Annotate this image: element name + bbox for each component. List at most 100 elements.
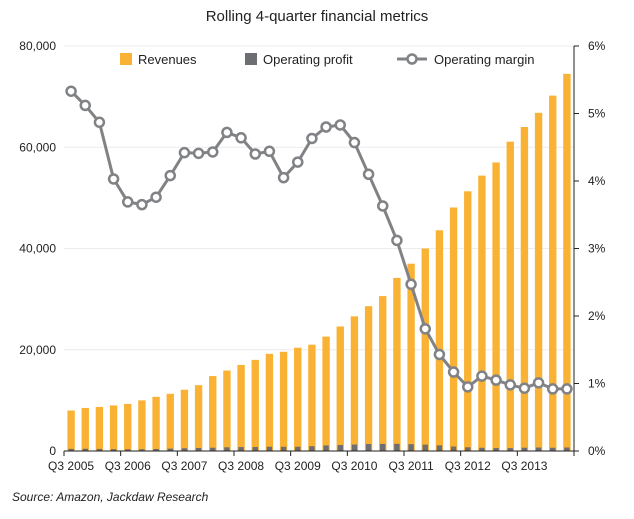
y2-tick-label-3: 3%	[588, 242, 606, 256]
x-tick-label-5: Q3 2010	[331, 459, 377, 473]
revenue-bar-25	[421, 248, 429, 451]
operating-margin-point-17	[306, 132, 318, 145]
revenue-bar-19	[336, 326, 344, 451]
operating-margin-point-21	[362, 168, 375, 180]
operating-margin-point-5	[136, 198, 148, 211]
operating-profit-bar-15	[280, 446, 287, 451]
operating-margin-point-13	[249, 148, 261, 160]
x-tick-label-1: Q3 2006	[105, 459, 151, 473]
revenue-bar-24	[407, 263, 415, 451]
x-tick-label-2: Q3 2007	[161, 459, 207, 473]
operating-margin-point-14	[263, 145, 276, 158]
operating-profit-bar-14	[266, 446, 273, 451]
legend-marker-operating-margin	[406, 53, 418, 65]
operating-profit-bar-2	[96, 448, 103, 451]
operating-profit-bar-29	[479, 447, 485, 451]
operating-profit-bar-25	[422, 444, 428, 451]
y-tick-label-2: 40,000	[19, 242, 56, 256]
revenue-bar-29	[478, 175, 486, 451]
operating-profit-bar-1	[82, 448, 88, 451]
revenue-bar-9	[194, 385, 203, 451]
revenue-bar-6	[152, 396, 160, 451]
revenue-bar-10	[209, 376, 217, 451]
operating-margin-point-32	[518, 382, 531, 394]
revenue-bar-27	[449, 207, 458, 451]
revenue-bar-20	[350, 316, 359, 451]
operating-margin-point-4	[122, 196, 134, 208]
x-tick-label-7: Q3 2012	[445, 459, 491, 473]
operating-margin-point-16	[292, 156, 304, 168]
y2-tick-label-6: 6%	[588, 39, 606, 53]
operating-profit-bar-19	[337, 444, 343, 451]
revenue-bar-17	[308, 344, 316, 451]
operating-margin-point-30	[490, 374, 502, 386]
operating-margin-point-23	[391, 234, 403, 247]
operating-margin-point-9	[192, 147, 205, 160]
legend-label-operating-margin: Operating margin	[434, 52, 534, 67]
operating-profit-bar-10	[210, 447, 216, 451]
x-tick-label-8: Q3 2013	[501, 459, 547, 473]
revenue-bar-15	[279, 351, 288, 451]
operating-profit-bar-32	[521, 447, 528, 451]
operating-profit-bar-34	[550, 447, 556, 451]
operating-profit-bar-18	[323, 445, 329, 451]
y-tick-label-1: 20,000	[19, 343, 56, 357]
revenue-bar-31	[506, 141, 514, 451]
y2-tick-label-1: 1%	[588, 377, 606, 391]
operating-profit-bar-28	[465, 447, 471, 451]
operating-profit-bar-7	[167, 448, 173, 451]
operating-margin-point-11	[221, 126, 233, 139]
x-tick-label-0: Q3 2005	[48, 459, 94, 473]
revenue-bar-34	[549, 95, 557, 452]
operating-margin-point-3	[107, 173, 120, 185]
revenue-bar-1	[81, 407, 89, 451]
operating-margin-point-22	[377, 200, 389, 212]
operating-profit-bar-0	[68, 448, 74, 451]
revenue-bar-4	[124, 403, 132, 451]
operating-margin-point-12	[235, 132, 247, 144]
operating-margin-point-8	[178, 146, 191, 159]
revenue-bar-23	[393, 277, 401, 451]
operating-margin-point-0	[65, 85, 77, 97]
operating-profit-bar-11	[224, 447, 230, 451]
operating-profit-bar-31	[507, 448, 513, 451]
operating-profit-bar-21	[365, 444, 372, 451]
operating-margin-point-28	[462, 381, 474, 393]
operating-profit-bar-6	[153, 448, 159, 451]
operating-profit-bar-5	[139, 449, 145, 451]
revenue-bar-3	[109, 405, 118, 451]
operating-margin-point-33	[532, 377, 545, 389]
y-tick-label-3: 60,000	[19, 140, 56, 154]
legend-label-operating-profit: Operating profit	[263, 52, 353, 67]
operating-margin-point-31	[504, 379, 516, 391]
y2-tick-label-2: 2%	[588, 309, 606, 323]
operating-profit-bar-30	[493, 448, 499, 451]
operating-margin-point-1	[79, 99, 91, 112]
y2-tick-label-5: 5%	[588, 107, 606, 121]
operating-margin-point-18	[320, 121, 332, 133]
operating-margin-point-25	[419, 323, 431, 335]
operating-margin-point-2	[93, 116, 106, 129]
operating-profit-bar-4	[125, 449, 131, 451]
operating-profit-bar-12	[238, 447, 244, 451]
operating-profit-bar-24	[408, 444, 414, 451]
operating-profit-bar-3	[110, 449, 117, 451]
revenue-bar-11	[223, 370, 231, 451]
operating-margin-point-20	[348, 136, 361, 149]
operating-margin-point-29	[476, 370, 488, 382]
operating-profit-bar-26	[436, 445, 443, 451]
operating-margin-point-24	[405, 278, 417, 291]
revenue-bar-7	[166, 393, 174, 451]
operating-profit-bar-9	[195, 448, 202, 451]
revenue-bar-14	[265, 353, 274, 451]
revenue-bar-0	[67, 410, 75, 451]
revenue-bar-28	[464, 191, 472, 451]
x-tick-label-3: Q3 2008	[218, 459, 264, 473]
operating-margin-point-35	[561, 383, 573, 395]
operating-profit-bar-16	[295, 446, 301, 451]
legend-label-revenues: Revenues	[138, 52, 197, 67]
operating-profit-bar-8	[181, 448, 188, 451]
legend-swatch-operating-profit	[245, 53, 257, 65]
